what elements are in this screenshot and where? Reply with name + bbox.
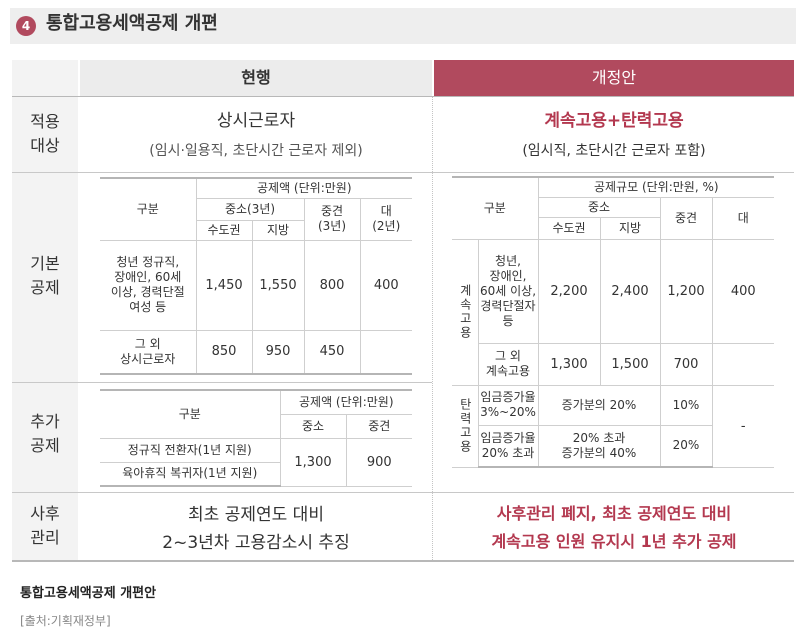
row-divider: [12, 382, 432, 383]
table-cell: 1,300: [279, 437, 347, 487]
row-label-basic: 기본 공제: [30, 254, 60, 297]
current-target-sub: (임시·일용직, 초단시간 근로자 제외): [149, 143, 363, 159]
table-cell: 850: [195, 329, 253, 375]
table-cell: 800: [303, 239, 361, 331]
table-header-cell: 공제규모 (단위:만원, %): [537, 176, 775, 198]
table-row-label: 임금증가율 20% 초과: [478, 424, 539, 468]
table-cell: 1,450: [195, 239, 253, 331]
table-header-cell: 대: [711, 196, 775, 240]
row-divider: [12, 492, 794, 493]
table-cell: [359, 329, 413, 375]
table-header-cell: 중소: [280, 413, 347, 439]
current-target-main: 상시근로자: [216, 111, 296, 131]
table-cell: -: [711, 384, 775, 468]
table-cell: 900: [345, 437, 413, 487]
table-cell: 20% 초과 증가분의 40%: [537, 424, 661, 468]
table-row-label: 청년 정규직, 장애인, 60세 이상, 경력단절 여성 등: [100, 239, 197, 331]
reform-aftercare-line2: 계속고용 인원 유지시 1년 추가 공제: [491, 532, 737, 551]
reform-target-sub: (임시직, 초단시간 근로자 포함): [522, 143, 706, 159]
table-header-cell: 공제액 (단위:만원): [279, 389, 413, 415]
table-header-cell: 중견: [345, 413, 413, 439]
reform-target-main: 계속고용+탄력고용: [544, 111, 684, 131]
table-row-label: 청년, 장애인, 60세 이상, 경력단절자 등: [477, 238, 539, 344]
row-label-target: 적용 대상: [30, 112, 60, 155]
reform-column-header: 개정안: [434, 60, 794, 96]
table-cell: 1,200: [659, 238, 713, 344]
table-header-cell: 중소(3년): [196, 197, 305, 221]
label-column-bg: [12, 60, 78, 560]
reform-aftercare-line1: 사후관리 폐지, 최초 공제연도 대비: [496, 504, 732, 523]
table-bottom-border: [12, 560, 794, 562]
table-cell: 1,300: [537, 342, 601, 386]
table-cell: 700: [659, 342, 713, 386]
table-cell: 1,550: [251, 239, 305, 331]
table-row-label: 정규직 전환자(1년 지원): [100, 437, 281, 463]
table-row-label: 육아휴직 복귀자(1년 지원): [100, 461, 280, 487]
basic-current-table: 구분 공제액 (단위:만원) 중소(3년) 중견 (3년) 대 (2년) 수도권 지…: [100, 177, 413, 375]
table-header-cell: 구분: [452, 176, 539, 240]
table-cell: 450: [303, 329, 361, 375]
current-aftercare-line2: 2~3년차 고용감소시 추징: [162, 533, 350, 553]
current-column-header: 현행: [80, 60, 432, 96]
table-cell: [711, 342, 775, 386]
section-number-badge: 4: [16, 16, 36, 36]
table-cell: 10%: [659, 384, 713, 426]
group-label-flexible: 탄력고용: [452, 384, 479, 468]
current-aftercare-line1: 최초 공제연도 대비: [188, 505, 324, 525]
table-cell: 증가분의 20%: [537, 384, 661, 426]
table-header-cell: 지방: [599, 216, 660, 240]
section-header-bar: [10, 8, 796, 44]
row-divider: [12, 96, 794, 97]
table-header-cell: 구분: [100, 177, 197, 241]
row-label-additional: 추가 공제: [30, 412, 60, 455]
table-cell: 950: [251, 329, 305, 375]
table-cell: 2,400: [599, 238, 661, 344]
row-label-aftercare: 사후 관리: [30, 504, 60, 547]
table-row-label: 그 외 계속고용: [478, 342, 539, 386]
table-header-cell: 수도권: [538, 216, 601, 240]
row-divider: [12, 172, 794, 173]
group-label-continuous: 계속고용: [452, 238, 479, 386]
table-header-cell: 공제액 (단위:만원): [195, 177, 413, 199]
table-header-cell: 중견 (3년): [303, 197, 361, 241]
table-cell: 2,200: [537, 238, 601, 344]
section-title: 통합고용세액공제 개편: [46, 13, 218, 34]
table-header-cell: 중견: [659, 196, 713, 240]
table-cell: 1,500: [599, 342, 661, 386]
table-cell: 20%: [659, 424, 712, 468]
column-divider: [432, 96, 433, 560]
additional-current-table: 구분 공제액 (단위:만원) 중소 중견 정규직 전환자(1년 지원) 1,30…: [100, 389, 413, 487]
table-header-cell: 대 (2년): [359, 197, 413, 241]
table-header-cell: 지방: [251, 219, 304, 241]
table-header-cell: 구분: [100, 389, 281, 439]
table-cell: 400: [359, 239, 413, 331]
figure-source: [출처:기획재정부]: [20, 614, 111, 628]
table-cell: 400: [711, 238, 775, 344]
table-header-cell: 수도권: [196, 219, 253, 241]
basic-reform-table: 구분 공제규모 (단위:만원, %) 중소 중견 대 수도권 지방 계속고용 청…: [452, 176, 775, 468]
table-row-label: 그 외 상시근로자: [100, 329, 197, 375]
figure-caption: 통합고용세액공제 개편안: [20, 586, 157, 601]
table-header-cell: 중소: [538, 196, 661, 218]
table-row-label: 임금증가율 3%~20%: [477, 384, 539, 426]
